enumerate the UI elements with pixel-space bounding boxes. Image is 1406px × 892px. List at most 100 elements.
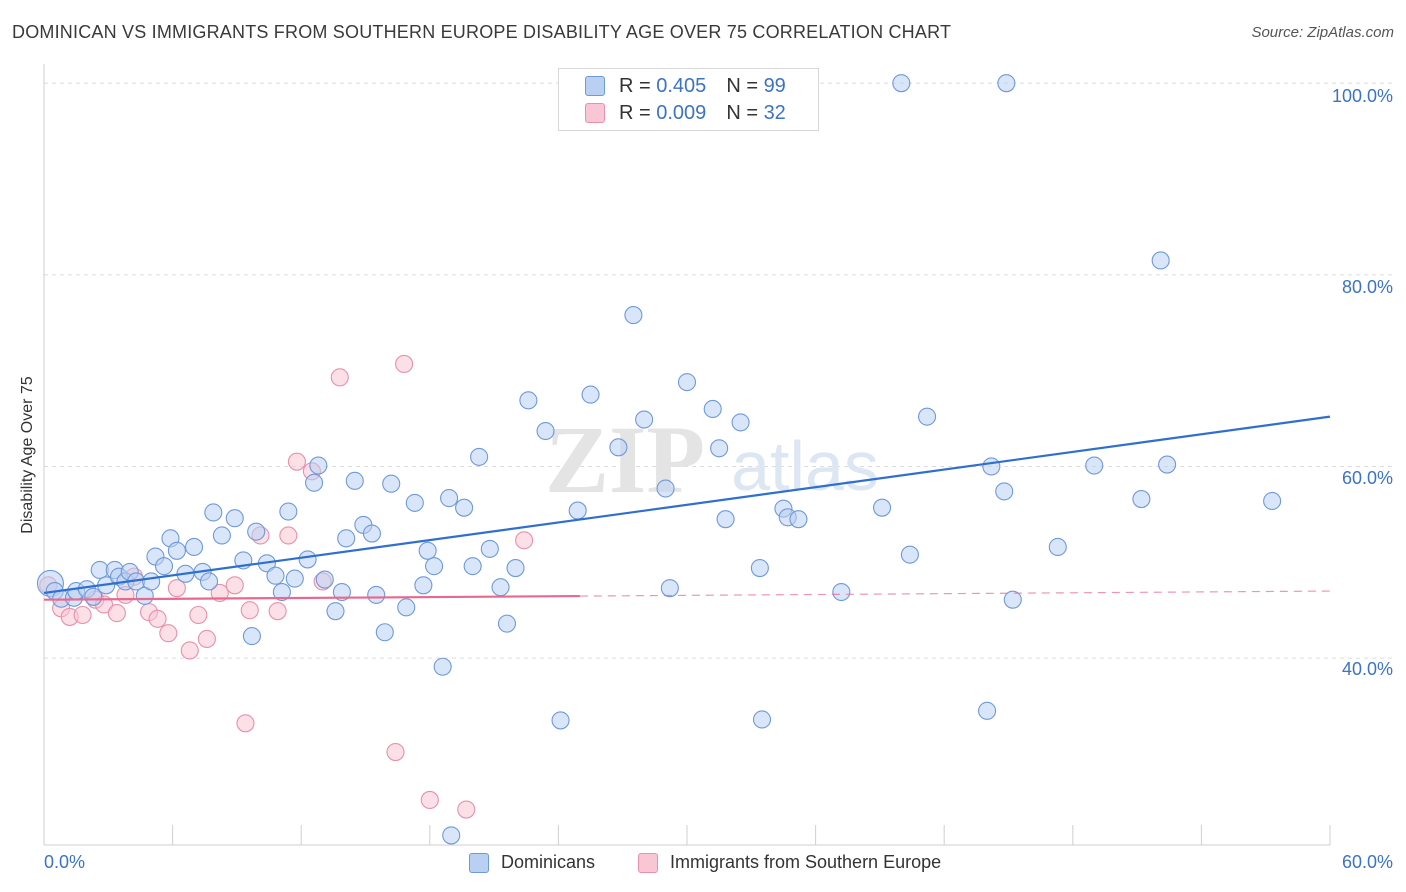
data-point-immigrants [330, 368, 349, 387]
data-point-dominicans [1003, 590, 1022, 609]
chart-title: DOMINICAN VS IMMIGRANTS FROM SOUTHERN EU… [12, 22, 952, 42]
data-point-dominicans [892, 74, 911, 93]
legend-swatch-pink [585, 103, 605, 123]
x-tick-label-min: 0.0% [44, 852, 86, 872]
data-point-dominicans [142, 572, 161, 591]
data-point-dominicans [285, 569, 304, 588]
trend-lines [43, 415, 1331, 601]
data-point-dominicans [995, 482, 1014, 501]
data-point-immigrants [189, 605, 208, 625]
legend-n-label: N = [726, 101, 764, 124]
data-point-dominicans [326, 602, 345, 621]
watermark-zip: ZIP [545, 406, 705, 513]
data-point-immigrants [197, 629, 216, 649]
data-point-dominicans [272, 582, 291, 602]
data-point-immigrants [515, 531, 534, 550]
grid-lines [44, 82, 1394, 659]
data-point-dominicans [90, 560, 109, 580]
data-point-dominicans [470, 447, 489, 466]
legend-n-value: 32 [763, 101, 786, 124]
data-point-dominicans [978, 701, 997, 720]
data-point-dominicans [279, 502, 298, 521]
data-point-immigrants [457, 800, 476, 819]
y-tick-label-60: 60.0% [1341, 468, 1393, 488]
legend-r-value: 0.405 [656, 74, 707, 97]
data-point-immigrants [240, 601, 259, 620]
data-point-dominicans [581, 385, 600, 404]
data-point-dominicans [154, 557, 174, 576]
legend-r-value: 0.009 [656, 101, 707, 124]
legend-n-value: 99 [763, 74, 786, 97]
watermark-atlas: atlas [731, 427, 879, 505]
legend-row-immigrants: R = 0.009 N = 32 [585, 101, 786, 125]
trend-line-immigrants [43, 594, 580, 601]
data-point-dominicans [491, 578, 510, 597]
bottom-legend-swatch-blue [469, 852, 489, 873]
data-point-dominicans [1151, 251, 1170, 270]
data-point-dominicans [315, 570, 334, 589]
data-point-dominicans [442, 826, 461, 845]
data-point-dominicans [536, 421, 555, 441]
data-point-dominicans [506, 559, 525, 578]
data-point-dominicans [703, 399, 722, 419]
data-point-dominicans [418, 541, 437, 560]
data-point-dominicans [752, 710, 772, 729]
data-point-immigrants [268, 602, 287, 621]
data-point-dominicans [551, 711, 570, 730]
data-point-dominicans [1048, 537, 1067, 557]
data-point-dominicans [1085, 456, 1104, 475]
data-point-dominicans [677, 373, 697, 392]
data-point-dominicans [414, 576, 433, 595]
data-point-dominicans [455, 498, 474, 517]
data-point-immigrants [386, 742, 405, 762]
data-point-dominicans [716, 510, 735, 529]
data-point-dominicans [367, 585, 386, 604]
data-point-dominicans [397, 598, 416, 617]
data-point-immigrants [236, 714, 255, 733]
legend: R = 0.405 N = 99 R = 0.009 N = 32 [558, 68, 819, 131]
data-point-dominicans [204, 503, 223, 522]
data-point-dominicans [337, 529, 356, 548]
data-point-dominicans [750, 559, 769, 578]
data-point-dominicans [480, 539, 499, 558]
data-point-dominicans [1132, 490, 1151, 509]
data-point-dominicans [433, 657, 452, 676]
data-point-dominicans [568, 501, 587, 520]
data-point-immigrants [287, 452, 306, 471]
data-point-dominicans [199, 572, 219, 591]
data-point-dominicans [982, 457, 1001, 476]
data-point-dominicans [184, 537, 204, 557]
data-point-dominicans [660, 579, 679, 598]
bottom-legend-immigrants: Immigrants from Southern Europe [638, 852, 941, 873]
legend-r-label: R = [619, 101, 657, 124]
data-point-dominicans [624, 306, 643, 325]
bottom-legend-label: Immigrants from Southern Europe [670, 852, 942, 872]
source-label: Source: ZipAtlas.com [1251, 24, 1394, 41]
data-point-dominicans [519, 391, 538, 410]
trend-line-dominicans [43, 415, 1331, 595]
data-point-immigrants [395, 354, 414, 373]
data-point-immigrants [107, 604, 126, 623]
data-point-immigrants [159, 624, 178, 643]
data-point-immigrants [167, 579, 186, 598]
data-point-dominicans [225, 509, 244, 528]
data-point-dominicans [167, 541, 186, 560]
data-point-dominicans [362, 524, 381, 543]
data-point-dominicans [789, 510, 808, 529]
data-point-dominicans [375, 623, 394, 642]
legend-n-label: N = [726, 74, 764, 97]
data-point-immigrants [279, 526, 298, 545]
data-point-immigrants [73, 605, 92, 625]
legend-r-label: R = [619, 74, 657, 97]
data-point-immigrants [210, 583, 229, 603]
data-point-dominicans [731, 413, 750, 432]
data-point-immigrants [180, 641, 199, 660]
data-point-dominicans [635, 410, 654, 429]
watermark: ZIP atlas [545, 406, 879, 513]
y-tick-label-100: 100.0% [1331, 86, 1393, 106]
legend-row-dominicans: R = 0.405 N = 99 [585, 74, 786, 98]
data-point-dominicans [997, 74, 1016, 93]
y-tick-label-80: 80.0% [1341, 277, 1393, 297]
data-point-dominicans [405, 493, 424, 512]
bottom-legend-label: Dominicans [501, 852, 596, 872]
